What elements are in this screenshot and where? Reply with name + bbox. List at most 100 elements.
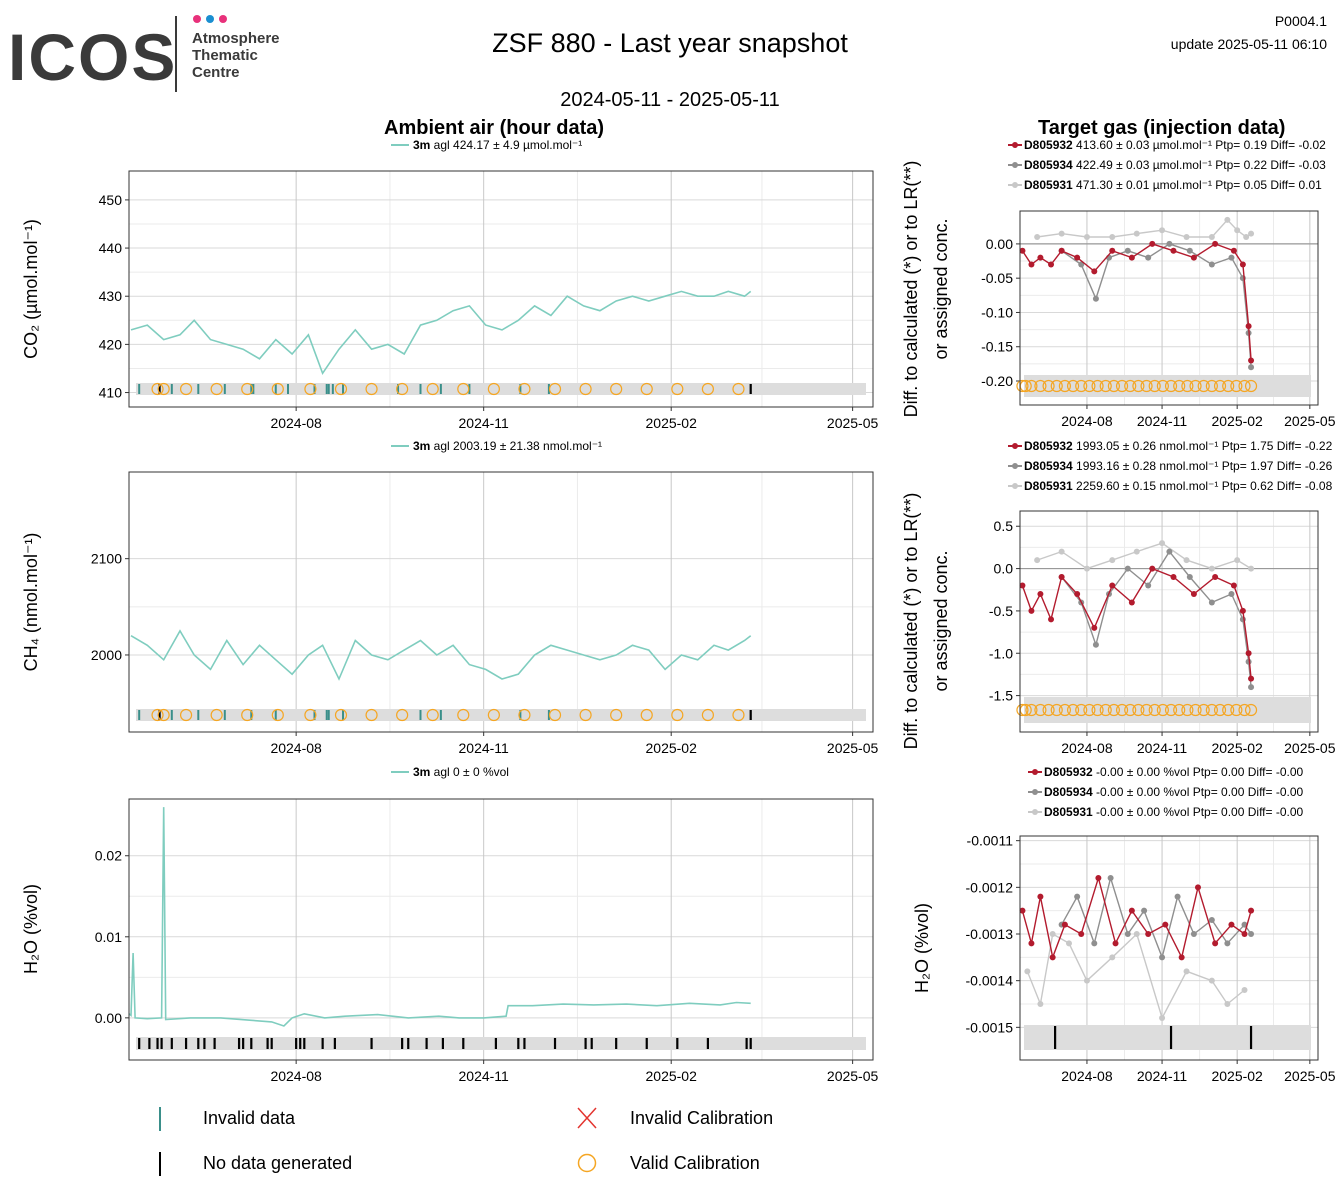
D805934-point	[1248, 364, 1255, 371]
D805931-point	[1183, 234, 1190, 241]
D805932-point	[1028, 607, 1035, 614]
y-axis-label: or assigned conc.	[931, 218, 951, 359]
x-tick-label: 2024-11	[1137, 1068, 1188, 1084]
valid-cal-flag	[640, 708, 653, 722]
y-tick-label: 0.00	[986, 236, 1013, 252]
legend-point	[1032, 809, 1038, 815]
valid-cal-flag	[1107, 379, 1120, 393]
D805934-point	[1141, 907, 1148, 914]
valid-cal-flag	[426, 708, 439, 722]
h2o-target-chart: -0.0011 -0.0012 -0.0013 -0.0014 -0.0015 2024-…	[912, 765, 1336, 1084]
valid-cal-flag	[426, 382, 439, 396]
valid-cal-flag	[1197, 703, 1210, 717]
D805931-point	[1183, 557, 1190, 564]
valid-cal-flag	[1083, 379, 1096, 393]
valid-cal-flag	[1124, 379, 1137, 393]
flag-band	[1024, 1025, 1311, 1050]
valid-cal-flag	[1205, 703, 1218, 717]
D805931-point	[1109, 557, 1116, 564]
valid-cal-flag	[271, 708, 284, 722]
flag-band	[136, 709, 866, 721]
valid-cal-flag	[1164, 379, 1178, 393]
valid-cal-flag	[1099, 703, 1112, 717]
D805931-point	[1058, 230, 1065, 237]
y-tick-label: -1.0	[989, 645, 1013, 661]
valid-cal-flag	[1107, 703, 1120, 717]
valid-cal-flag	[1050, 379, 1063, 393]
D805934-point	[1091, 940, 1098, 947]
y-tick-label: -0.0014	[966, 973, 1014, 989]
D805934-point	[1124, 931, 1131, 937]
co2-ambient-series-line	[130, 290, 752, 376]
y-tick-label: 430	[99, 288, 123, 304]
valid-cal-flag	[1025, 703, 1038, 717]
D805931-point	[1034, 557, 1041, 564]
D805932-point	[1149, 240, 1156, 247]
valid-cal-flag	[1164, 703, 1178, 717]
D805932-point	[1239, 607, 1246, 614]
valid-cal-flag	[1156, 379, 1169, 393]
D805932-point	[1212, 940, 1219, 947]
D805932-point	[1109, 582, 1116, 589]
x-tick-label: 2025-05	[1284, 740, 1336, 756]
valid-cal-flag	[1066, 379, 1080, 393]
x-tick-label: 2025-02	[646, 415, 698, 431]
h2o-ambient-chart: 0.00 0.01 0.02 2024-08 2024-11 2025-02 2025-05…	[21, 765, 879, 1084]
y-tick-label: 0.5	[994, 518, 1014, 534]
h2o-ambient-series-line	[128, 807, 751, 1027]
legend-point	[1012, 443, 1018, 449]
valid-cal-flag	[1025, 379, 1038, 393]
legend-label: D805932 1993.05 ± 0.26 nmol.mol⁻¹ Ptp= 1…	[1024, 439, 1333, 453]
x-tick-label: 2024-11	[1137, 413, 1188, 429]
D805931-point	[1024, 968, 1031, 975]
D805932-point	[1248, 675, 1255, 682]
report-code: P0004.1	[1274, 13, 1327, 29]
D805934-point	[1092, 295, 1099, 302]
D805931-point	[1049, 931, 1056, 937]
valid-cal-flag	[179, 708, 193, 722]
D805934-point	[1208, 261, 1215, 268]
y-axis-label: Diff. to calculated (*) or to LR(**)	[901, 493, 921, 750]
x-tick-label: 2025-05	[1284, 1068, 1336, 1084]
valid-cal-flag	[1091, 703, 1104, 717]
D805934-point	[1208, 917, 1215, 923]
D805931-point	[1034, 234, 1041, 241]
y-tick-label: 0.01	[95, 929, 122, 945]
valid-cal-flag	[610, 382, 623, 396]
y-tick-label: 2000	[91, 647, 122, 663]
y-tick-label: -0.0015	[966, 1019, 1014, 1035]
valid-cal-flag	[1115, 379, 1129, 393]
D805931-series-line	[1026, 932, 1245, 1020]
x-tick-label: 2025-05	[827, 740, 879, 756]
D805932-point	[1058, 247, 1065, 254]
valid-cal-flag	[241, 708, 254, 722]
y-tick-label: 450	[99, 192, 123, 208]
valid-cal-flag	[1140, 379, 1153, 393]
D805934-point	[1208, 599, 1215, 606]
y-axis-label: Diff. to calculated (*) or to LR(**)	[901, 161, 921, 418]
D805934-point	[1124, 247, 1131, 254]
legend-point	[1012, 182, 1018, 188]
D805932-point	[1049, 954, 1056, 961]
legend-point	[1012, 142, 1018, 148]
valid-cal-flag	[1222, 379, 1235, 393]
D805932-point	[1228, 921, 1235, 928]
legend-point	[1012, 483, 1018, 489]
y-tick-label: -0.0011	[967, 833, 1014, 849]
legend-label: D805931 -0.00 ± 0.00 %vol Ptp= 0.00 Diff…	[1044, 805, 1304, 819]
legend-point	[1032, 789, 1038, 795]
D805932-point	[1190, 254, 1197, 261]
x-tick-label: 2024-11	[459, 415, 510, 431]
valid-cal-flag	[671, 382, 684, 396]
valid-cal-flag	[487, 382, 500, 396]
panel-frame	[1019, 210, 1319, 406]
valid-cal-flag	[1173, 379, 1186, 393]
valid-cal-flag	[1034, 703, 1047, 717]
D805932-point	[1241, 931, 1248, 937]
y-tick-label: 2100	[91, 551, 122, 567]
y-axis-label: CH₄ (nmol.mol⁻¹)	[21, 533, 41, 672]
D805932-point	[1149, 565, 1156, 572]
panel-frame	[128, 170, 874, 408]
valid-cal-flag	[671, 708, 684, 722]
valid-cal-flag	[1016, 379, 1029, 393]
